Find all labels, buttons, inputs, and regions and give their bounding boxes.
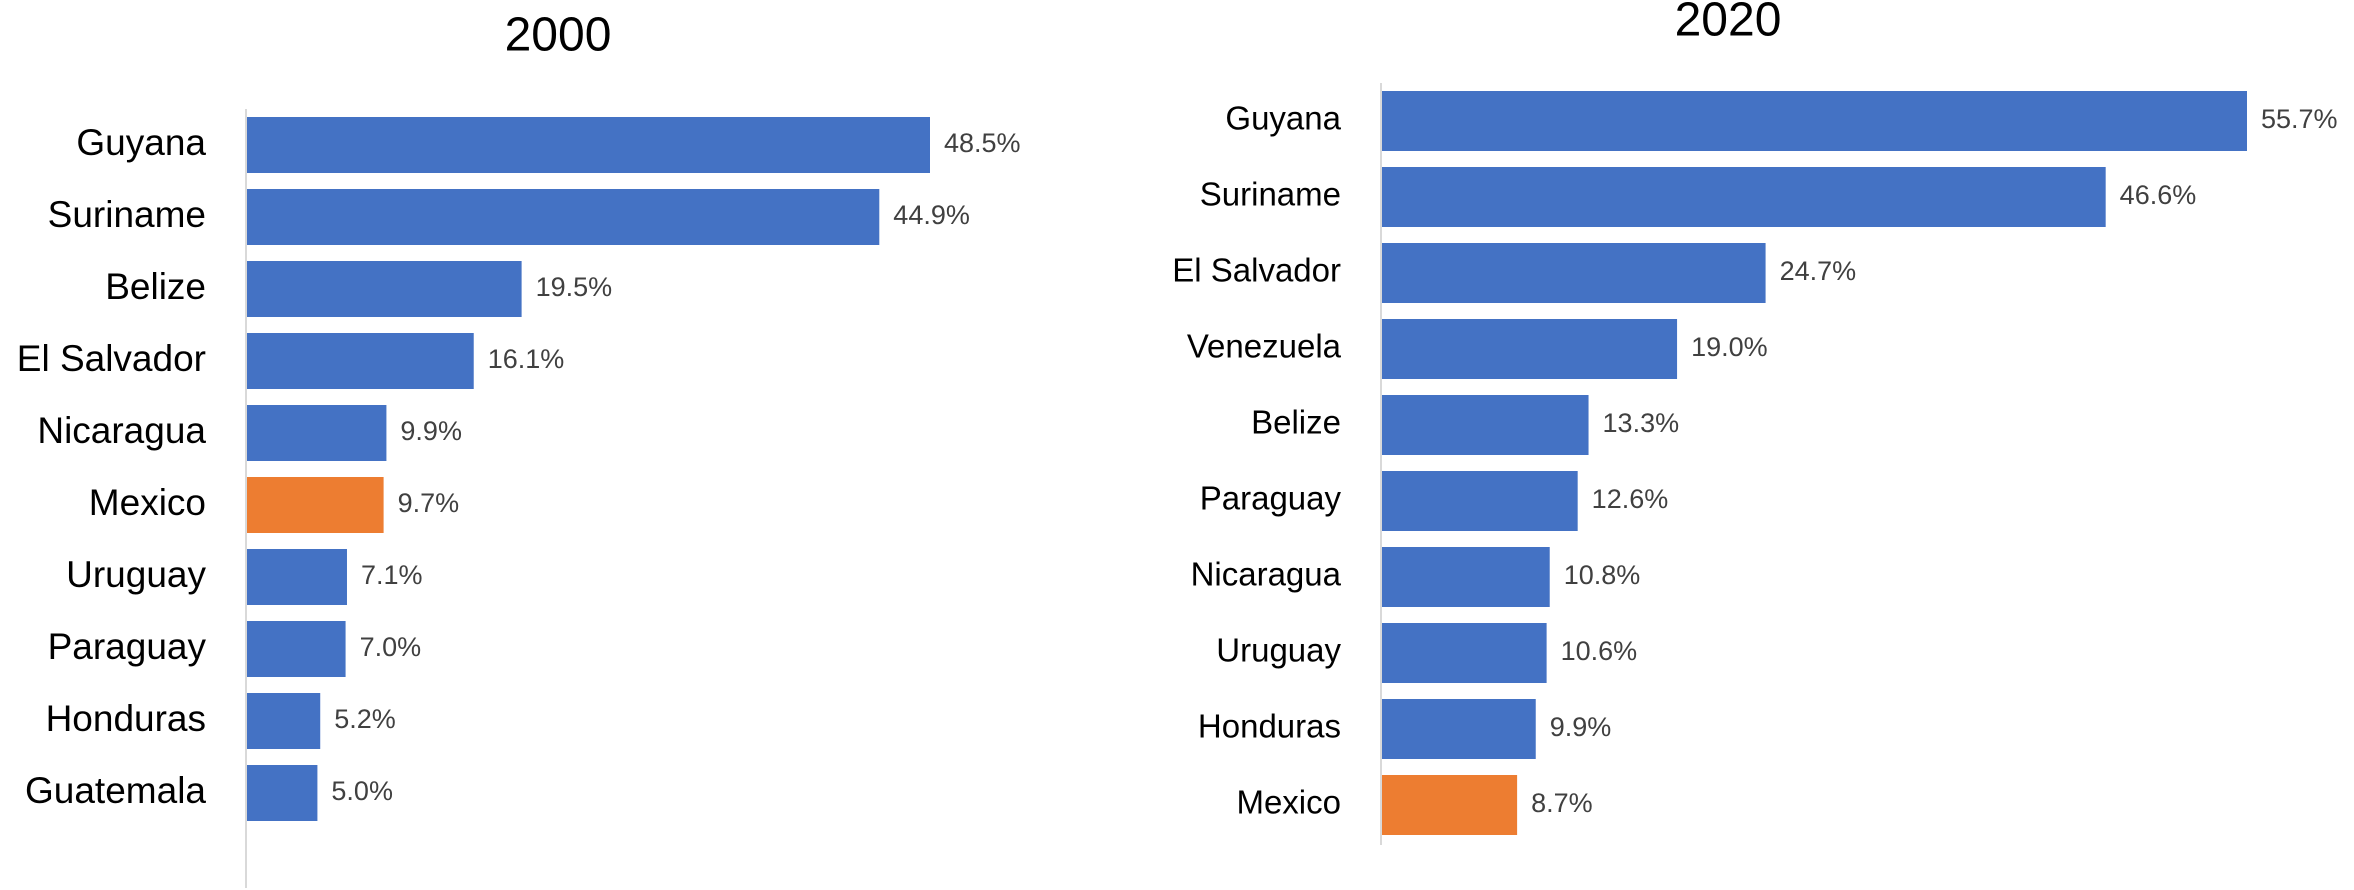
- bar: [1382, 243, 1766, 303]
- chart-title: 2000: [505, 9, 612, 62]
- value-label: 9.9%: [400, 416, 462, 446]
- category-label: Uruguay: [1216, 632, 1341, 669]
- category-label: Belize: [105, 266, 206, 307]
- bar: [1382, 547, 1550, 607]
- bar: [1382, 699, 1536, 759]
- bar: [1382, 395, 1589, 455]
- value-label: 48.5%: [944, 128, 1021, 158]
- category-label: Nicaragua: [1191, 556, 1342, 593]
- bar: [1382, 471, 1578, 531]
- category-label: El Salvador: [17, 338, 206, 379]
- bar: [247, 189, 880, 245]
- value-label: 12.6%: [1592, 484, 1669, 514]
- chart-title: 2020: [1675, 0, 1782, 47]
- value-label: 24.7%: [1780, 256, 1857, 286]
- category-label: Suriname: [48, 194, 206, 235]
- bar: [247, 333, 474, 389]
- value-label: 46.6%: [2120, 180, 2197, 210]
- category-label: Mexico: [1236, 784, 1341, 821]
- value-label: 5.2%: [334, 704, 396, 734]
- value-label: 44.9%: [893, 200, 970, 230]
- bar: [1382, 91, 2247, 151]
- category-label: Paraguay: [48, 626, 207, 667]
- value-label: 7.1%: [361, 560, 423, 590]
- bar: [247, 765, 318, 821]
- value-label: 13.3%: [1603, 408, 1680, 438]
- value-label: 8.7%: [1531, 788, 1593, 818]
- category-label: Uruguay: [66, 554, 206, 595]
- value-label: 10.6%: [1561, 636, 1638, 666]
- category-label: El Salvador: [1172, 252, 1341, 289]
- category-label: Honduras: [46, 698, 206, 739]
- value-label: 16.1%: [488, 344, 565, 374]
- category-label: Belize: [1251, 404, 1341, 441]
- bar: [247, 117, 930, 173]
- bar: [1382, 775, 1518, 835]
- bar: [247, 549, 347, 605]
- bar: [247, 261, 522, 317]
- value-label: 19.0%: [1691, 332, 1768, 362]
- bar: [247, 405, 387, 461]
- bar: [1382, 167, 2106, 227]
- category-label: Guyana: [1225, 100, 1341, 137]
- category-label: Suriname: [1200, 176, 1341, 213]
- value-label: 5.0%: [331, 776, 393, 806]
- category-label: Guyana: [76, 122, 206, 163]
- category-label: Honduras: [1198, 708, 1341, 745]
- category-label: Nicaragua: [37, 410, 206, 451]
- value-label: 7.0%: [360, 632, 422, 662]
- bar: [1382, 319, 1678, 379]
- value-label: 55.7%: [2261, 104, 2338, 134]
- bar: [1382, 623, 1547, 683]
- value-label: 19.5%: [536, 272, 613, 302]
- category-label: Venezuela: [1187, 328, 1342, 365]
- category-label: Guatemala: [25, 770, 206, 811]
- value-label: 10.8%: [1564, 560, 1641, 590]
- category-label: Paraguay: [1200, 480, 1342, 517]
- value-label: 9.9%: [1550, 712, 1612, 742]
- value-label: 9.7%: [398, 488, 460, 518]
- bar: [247, 477, 384, 533]
- bar: [247, 693, 321, 749]
- category-label: Mexico: [89, 482, 206, 523]
- bar: [247, 621, 346, 677]
